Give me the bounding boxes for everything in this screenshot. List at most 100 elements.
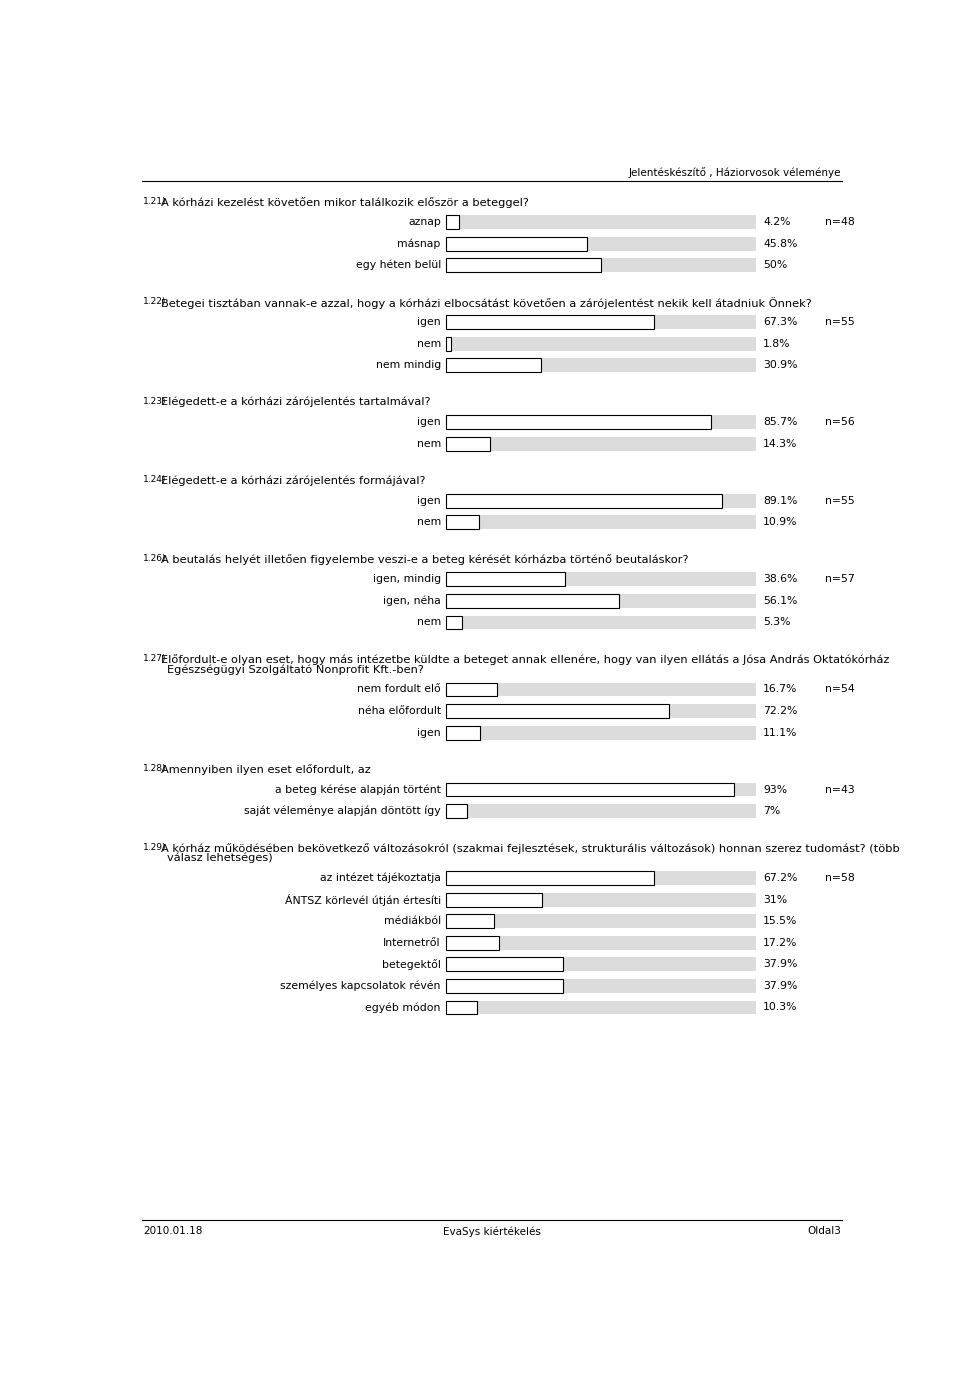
Text: n=58: n=58 — [826, 873, 855, 883]
Text: 85.7%: 85.7% — [763, 417, 798, 427]
Bar — [445, 914, 756, 928]
Bar — [445, 704, 669, 718]
Text: válasz lehetséges): válasz lehetséges) — [167, 852, 273, 864]
Bar — [445, 914, 493, 928]
Bar — [445, 804, 468, 817]
Text: betegektől: betegektől — [382, 958, 441, 970]
Text: 7%: 7% — [763, 806, 780, 816]
Text: nem: nem — [417, 618, 441, 628]
Text: EvaSys kiértékelés: EvaSys kiértékelés — [444, 1226, 540, 1236]
Text: néha előfordult: néha előfordult — [358, 706, 441, 716]
Bar — [445, 957, 563, 971]
Text: másnap: másnap — [397, 239, 441, 248]
Bar — [445, 936, 756, 950]
Bar — [445, 336, 756, 350]
Text: 37.9%: 37.9% — [763, 960, 798, 970]
Text: egyéb módon: egyéb módon — [366, 1002, 441, 1013]
Text: 1.28): 1.28) — [143, 764, 167, 773]
Text: n=57: n=57 — [826, 575, 855, 585]
Text: 30.9%: 30.9% — [763, 360, 798, 370]
Text: ÁNTSZ körlevél útján értesíti: ÁNTSZ körlevél útján értesíti — [285, 894, 441, 905]
Text: Egészségügyi Szolgáltató Nonprofit Kft.-ben?: Egészségügyi Szolgáltató Nonprofit Kft.-… — [167, 664, 424, 675]
Text: 16.7%: 16.7% — [763, 685, 798, 695]
Bar — [445, 258, 601, 272]
Bar — [445, 336, 451, 350]
Text: 38.6%: 38.6% — [763, 575, 798, 585]
Bar — [445, 572, 756, 586]
Bar — [445, 572, 565, 586]
Bar — [445, 979, 756, 993]
Bar — [445, 872, 654, 884]
Text: 67.2%: 67.2% — [763, 873, 798, 883]
Text: médiákból: médiákból — [384, 917, 441, 926]
Bar — [445, 437, 756, 451]
Text: Elégedett-e a kórházi zárójelentés formájával?: Elégedett-e a kórházi zárójelentés formá… — [161, 476, 425, 485]
Text: 45.8%: 45.8% — [763, 239, 798, 248]
Text: n=48: n=48 — [826, 218, 855, 227]
Text: igen: igen — [418, 495, 441, 506]
Text: 56.1%: 56.1% — [763, 596, 798, 605]
Text: Oldal3: Oldal3 — [806, 1226, 841, 1236]
Bar — [445, 804, 756, 817]
Bar — [445, 682, 497, 696]
Text: igen: igen — [418, 728, 441, 738]
Text: 4.2%: 4.2% — [763, 218, 791, 227]
Text: egy héten belül: egy héten belül — [355, 259, 441, 271]
Text: igen, mindig: igen, mindig — [372, 575, 441, 585]
Bar — [445, 237, 588, 251]
Text: 1.23): 1.23) — [143, 396, 167, 406]
Text: Előfordult-e olyan eset, hogy más intézetbe küldte a beteget annak ellenére, hog: Előfordult-e olyan eset, hogy más intéze… — [161, 654, 890, 665]
Bar — [445, 682, 756, 696]
Bar — [445, 704, 756, 718]
Bar — [445, 957, 756, 971]
Text: 5.3%: 5.3% — [763, 618, 791, 628]
Text: 11.1%: 11.1% — [763, 728, 798, 738]
Text: 67.3%: 67.3% — [763, 317, 798, 328]
Bar — [445, 515, 756, 529]
Text: Amennyiben ilyen eset előfordult, az: Amennyiben ilyen eset előfordult, az — [161, 764, 371, 776]
Text: 1.27): 1.27) — [143, 654, 167, 663]
Text: A kórház működésében bekövetkező változásokról (szakmai fejlesztések, strukturál: A kórház működésében bekövetkező változá… — [161, 843, 900, 854]
Bar — [445, 416, 756, 430]
Bar — [445, 615, 756, 629]
Bar — [445, 494, 756, 508]
Text: 1.8%: 1.8% — [763, 339, 791, 349]
Text: 10.9%: 10.9% — [763, 518, 798, 527]
Bar — [445, 893, 541, 907]
Bar — [445, 359, 541, 372]
Bar — [445, 1000, 756, 1014]
Text: 10.3%: 10.3% — [763, 1003, 798, 1013]
Text: n=56: n=56 — [826, 417, 855, 427]
Bar — [445, 215, 459, 229]
Text: 15.5%: 15.5% — [763, 917, 798, 926]
Text: 1.22): 1.22) — [143, 297, 167, 306]
Bar — [445, 258, 756, 272]
Text: az intézet tájékoztatja: az intézet tájékoztatja — [320, 873, 441, 883]
Text: nem fordult elő: nem fordult elő — [357, 685, 441, 695]
Text: n=43: n=43 — [826, 784, 855, 795]
Bar — [445, 872, 756, 884]
Bar — [445, 1000, 477, 1014]
Text: A kórházi kezelést követően mikor találkozik először a beteggel?: A kórházi kezelést követően mikor találk… — [161, 197, 529, 208]
Text: nem mindig: nem mindig — [375, 360, 441, 370]
Text: Jelentéskészítő , Háziorvosok véleménye: Jelentéskészítő , Háziorvosok véleménye — [628, 167, 841, 179]
Text: 1.29): 1.29) — [143, 843, 167, 852]
Text: n=55: n=55 — [826, 495, 855, 506]
Bar — [445, 215, 756, 229]
Bar — [445, 725, 756, 739]
Bar — [445, 615, 462, 629]
Text: személyes kapcsolatok révén: személyes kapcsolatok révén — [280, 981, 441, 992]
Bar — [445, 437, 490, 451]
Text: a beteg kérése alapján történt: a beteg kérése alapján történt — [275, 784, 441, 795]
Text: n=55: n=55 — [826, 317, 855, 328]
Text: 50%: 50% — [763, 261, 787, 271]
Bar — [445, 515, 479, 529]
Bar — [445, 594, 619, 608]
Text: Betegei tisztában vannak-e azzal, hogy a kórházi elbocsátást követően a zárójele: Betegei tisztában vannak-e azzal, hogy a… — [161, 297, 812, 308]
Bar — [445, 315, 654, 329]
Text: 31%: 31% — [763, 894, 787, 905]
Text: nem: nem — [417, 339, 441, 349]
Text: 1.21): 1.21) — [143, 197, 167, 205]
Text: Internetről: Internetről — [383, 937, 441, 947]
Text: 72.2%: 72.2% — [763, 706, 798, 716]
